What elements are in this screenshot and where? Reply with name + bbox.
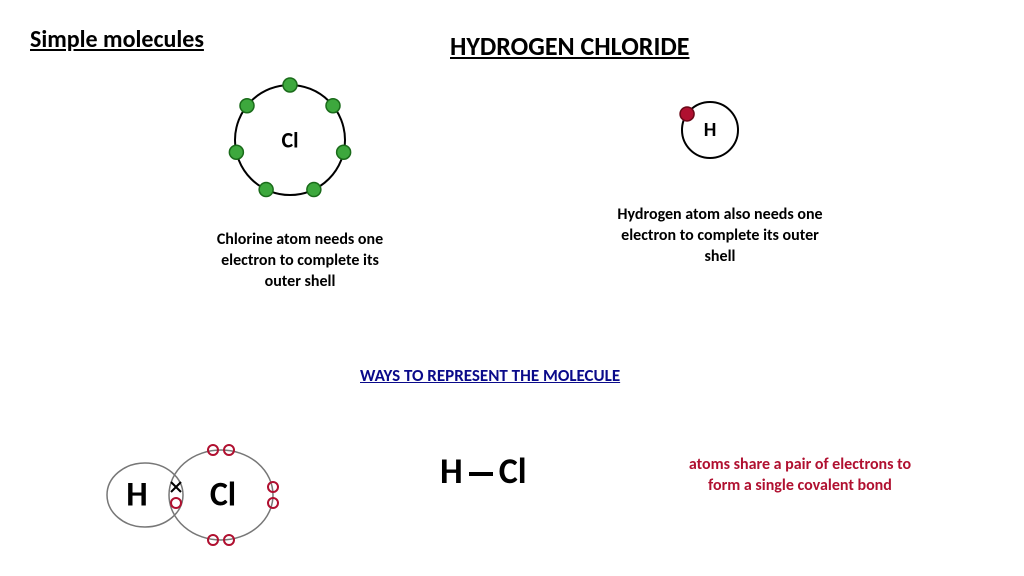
bond-line-icon [467, 469, 495, 479]
lewis-structure: H Cl [90, 430, 320, 560]
svg-text:H: H [126, 475, 147, 516]
formula-cl: Cl [499, 449, 527, 493]
hydrogen-atom-diagram: H [671, 91, 749, 169]
formula-h: H [440, 449, 463, 493]
topic-title: Simple molecules [30, 25, 204, 54]
svg-text:Cl: Cl [281, 127, 298, 154]
chlorine-caption: Chlorine atom needs one electron to comp… [210, 230, 390, 292]
svg-text:Cl: Cl [210, 475, 236, 516]
svg-text:H: H [704, 118, 717, 142]
bond-note: atoms share a pair of electrons to form … [680, 455, 920, 497]
chlorine-atom-diagram: Cl [224, 74, 356, 206]
main-title: HYDROGEN CHLORIDE [450, 30, 689, 62]
section-heading: WAYS TO REPRESENT THE MOLECULE [360, 365, 620, 386]
line-formula: H Cl [440, 449, 527, 493]
hydrogen-caption: Hydrogen atom also needs one electron to… [610, 205, 830, 267]
